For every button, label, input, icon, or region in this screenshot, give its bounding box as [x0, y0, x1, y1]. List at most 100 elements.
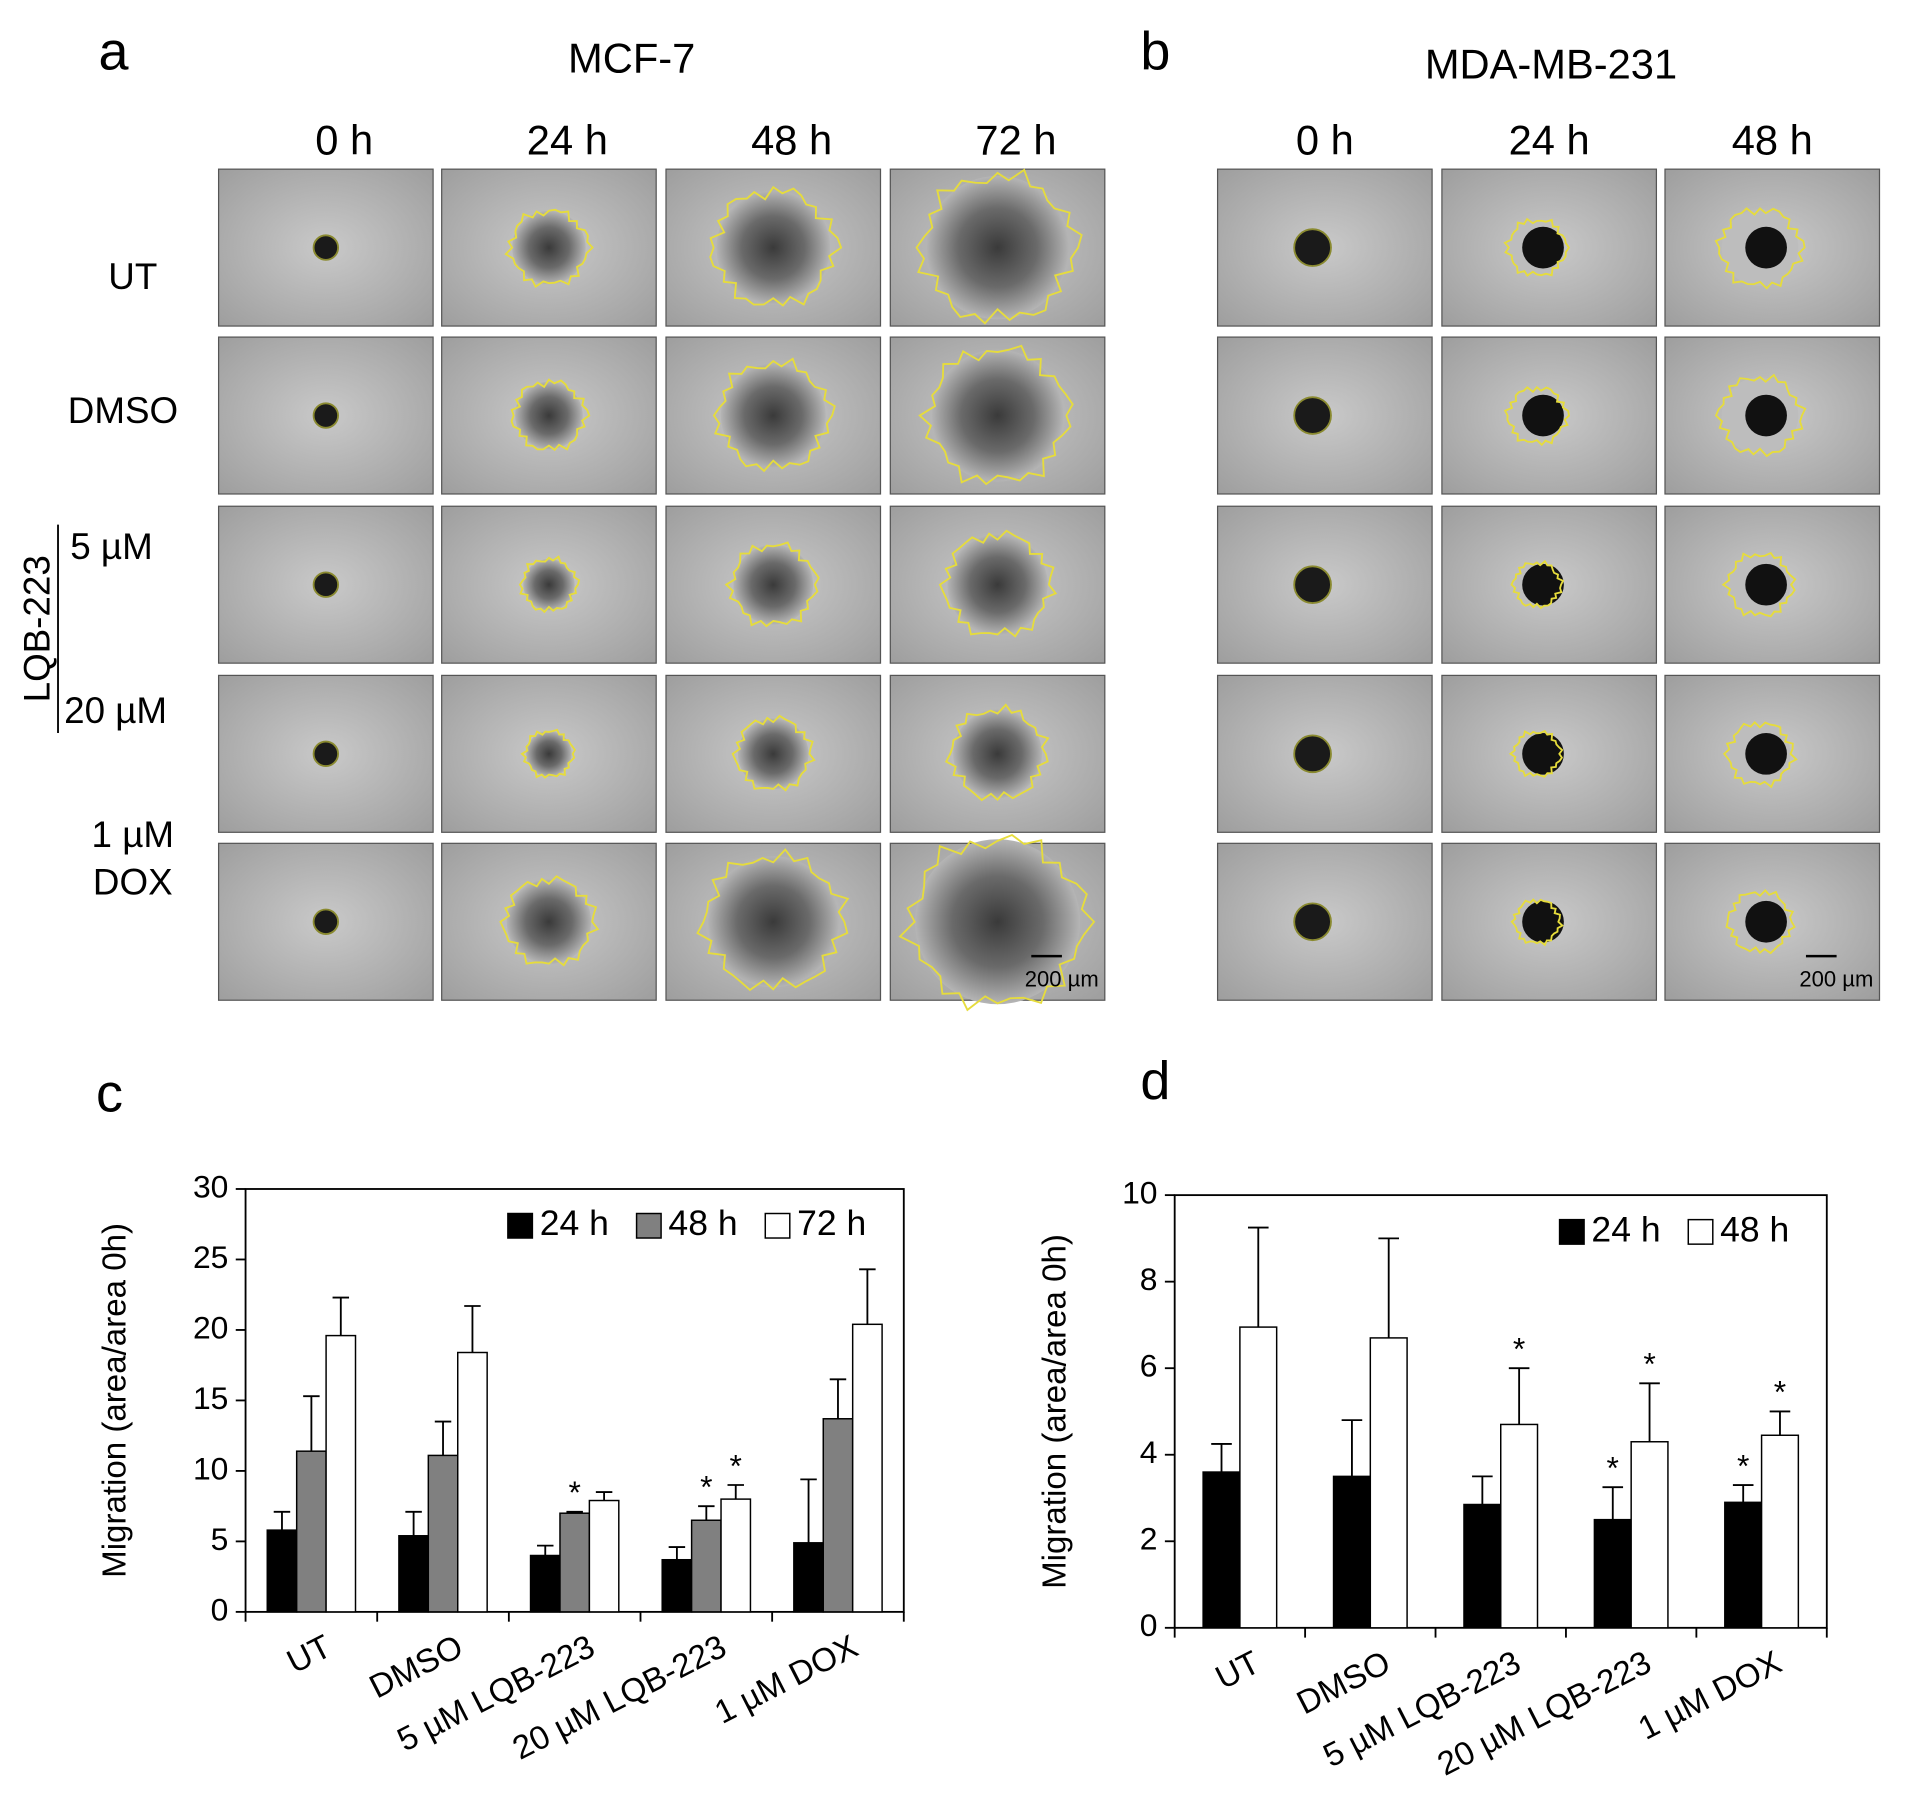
y-tick-label: 10	[1122, 1175, 1157, 1211]
x-tick-label: UT	[281, 1628, 337, 1681]
legend-swatch	[507, 1212, 534, 1239]
spheroid	[312, 571, 340, 598]
outline	[731, 714, 816, 792]
time-label: 48 h	[1732, 116, 1813, 163]
bar	[266, 1529, 298, 1613]
bar	[559, 1512, 591, 1613]
spheroid-core	[1522, 733, 1564, 775]
spheroid	[506, 879, 592, 965]
spheroid	[526, 731, 572, 777]
bar	[661, 1558, 693, 1613]
bar	[1463, 1503, 1502, 1629]
x-tick-label: 1 µM DOX	[709, 1628, 864, 1731]
y-tick-label: 0	[211, 1591, 229, 1627]
bar	[1630, 1441, 1669, 1629]
outline	[1508, 729, 1564, 778]
y-axis-label: Migration (area/area 0h)	[97, 1223, 134, 1578]
spheroid	[947, 534, 1048, 635]
bar	[427, 1454, 459, 1613]
panel-label: a	[98, 21, 128, 81]
bar	[295, 1450, 327, 1613]
outline	[1721, 551, 1797, 618]
outline	[1510, 898, 1564, 947]
time-label: 0 h	[1296, 116, 1354, 163]
outline	[504, 208, 594, 289]
row-label: 5 µM	[70, 526, 152, 567]
y-tick-label: 6	[1140, 1348, 1158, 1384]
y-tick-label: 0	[1140, 1607, 1158, 1643]
spheroid	[733, 544, 814, 625]
spheroid	[1293, 902, 1332, 942]
spheroid	[716, 190, 831, 305]
bar	[457, 1351, 488, 1613]
significance: *	[700, 1468, 712, 1504]
spheroid-core	[1745, 900, 1787, 943]
spheroid	[1293, 734, 1332, 774]
outline	[1714, 207, 1806, 290]
panel-title: MDA-MB-231	[1425, 40, 1677, 87]
time-label: 48 h	[751, 116, 832, 163]
bar	[1724, 1501, 1763, 1629]
bar	[822, 1418, 854, 1613]
spheroid	[312, 402, 340, 429]
significance: *	[568, 1474, 580, 1510]
outline	[1722, 721, 1798, 789]
row-label: DOX	[93, 862, 173, 903]
spheroid	[720, 363, 826, 468]
legend-swatch	[1687, 1218, 1714, 1245]
y-tick-label: 20	[193, 1309, 228, 1345]
significance: *	[1643, 1346, 1655, 1382]
outline	[898, 833, 1096, 1012]
outline	[712, 357, 836, 473]
legend-swatch	[1558, 1218, 1585, 1245]
spheroid-core	[1745, 733, 1787, 775]
significance: *	[1774, 1374, 1786, 1410]
significance: *	[1513, 1330, 1525, 1366]
drug-label: LQB-223	[16, 555, 57, 702]
legend-swatch	[764, 1212, 791, 1239]
bar	[720, 1498, 752, 1613]
bar	[793, 1542, 824, 1613]
spheroid	[707, 856, 839, 988]
outline	[724, 541, 820, 628]
spheroid	[312, 740, 340, 768]
spheroid-core	[1745, 226, 1787, 269]
outline	[510, 378, 591, 452]
micrograph	[1441, 842, 1658, 1001]
outline	[520, 728, 577, 779]
spheroid	[523, 558, 575, 611]
bar	[851, 1323, 883, 1613]
micrograph	[1664, 842, 1881, 1001]
panel-title: MCF-7	[568, 34, 695, 81]
time-label: 72 h	[975, 116, 1056, 163]
significance: *	[1737, 1447, 1749, 1483]
spheroid-core	[1745, 563, 1787, 606]
y-tick-label: 25	[193, 1239, 228, 1275]
legend-label: 24 h	[540, 1203, 609, 1243]
y-tick-label: 4	[1140, 1434, 1158, 1470]
significance: *	[1607, 1449, 1619, 1485]
spheroid	[1293, 565, 1332, 604]
spheroid-core	[1522, 226, 1564, 269]
time-label: 0 h	[315, 116, 373, 163]
y-tick-label: 10	[193, 1450, 228, 1486]
spheroid	[953, 709, 1043, 799]
row-label: DMSO	[68, 390, 178, 431]
spheroid-core	[1522, 900, 1564, 943]
outline	[938, 529, 1058, 638]
y-tick-label: 2	[1140, 1521, 1158, 1557]
bar	[1239, 1326, 1278, 1629]
row-label: 20 µM	[64, 690, 167, 731]
scale-label: 200 µm	[1799, 966, 1873, 991]
panel-label: d	[1140, 1051, 1170, 1111]
outline	[944, 703, 1050, 802]
outline	[499, 875, 600, 967]
bar	[529, 1554, 561, 1613]
spheroid	[1293, 396, 1332, 435]
bar	[1760, 1434, 1800, 1629]
legend-label: 72 h	[797, 1203, 866, 1243]
y-tick-label: 8	[1140, 1261, 1158, 1297]
x-tick-label: 20 µM LQB-223	[1432, 1644, 1657, 1783]
outline	[918, 344, 1074, 486]
